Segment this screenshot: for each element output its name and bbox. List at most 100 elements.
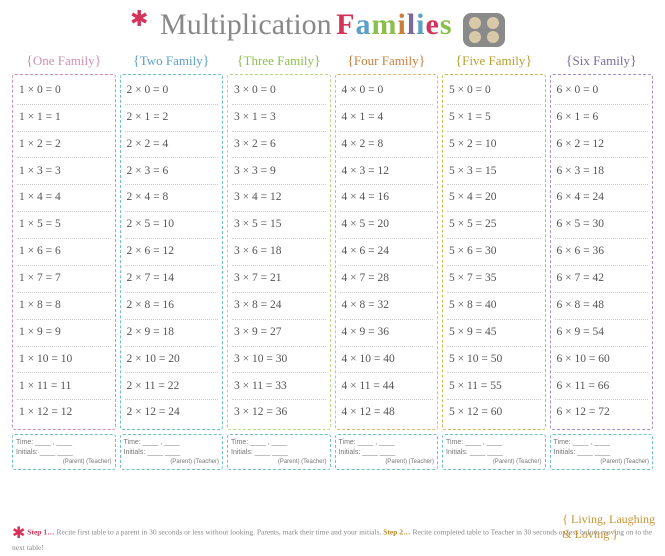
fact-row: 4 × 10 = 40: [340, 347, 434, 374]
fact-row: 1 × 9 = 9: [17, 320, 111, 347]
sub-line: (Parent) (Teacher): [231, 458, 327, 466]
column-header: {Three Family}: [227, 51, 331, 74]
fact-row: 3 × 5 = 15: [232, 212, 326, 239]
fact-row: 6 × 6 = 36: [555, 239, 649, 266]
fact-row: 5 × 6 = 30: [447, 239, 541, 266]
signoff-box: Time: ____ , ____Initials: ____ ____(Par…: [120, 434, 224, 470]
asterisk-icon: ✱: [12, 525, 25, 542]
column-header: {Two Family}: [120, 51, 224, 74]
page-header: ✱ Multiplication Families: [0, 0, 665, 51]
fact-row: 1 × 4 = 4: [17, 185, 111, 212]
columns-container: {One Family}1 × 0 = 01 × 1 = 11 × 2 = 21…: [0, 51, 665, 470]
fact-row: 4 × 2 = 8: [340, 132, 434, 159]
initials-line: Initials: ____ ____: [16, 448, 112, 458]
fact-row: 1 × 6 = 6: [17, 239, 111, 266]
fact-row: 6 × 1 = 6: [555, 105, 649, 132]
fact-row: 6 × 2 = 12: [555, 132, 649, 159]
fact-row: 2 × 2 = 4: [125, 132, 219, 159]
fact-row: 1 × 11 = 11: [17, 373, 111, 400]
initials-line: Initials: ____ ____: [124, 448, 220, 458]
fact-row: 3 × 6 = 18: [232, 239, 326, 266]
fact-row: 4 × 5 = 20: [340, 212, 434, 239]
fact-row: 6 × 12 = 72: [555, 400, 649, 426]
fact-row: 4 × 9 = 36: [340, 320, 434, 347]
column-header: {One Family}: [12, 51, 116, 74]
fact-row: 5 × 3 = 15: [447, 158, 541, 185]
fact-row: 4 × 7 = 28: [340, 266, 434, 293]
fact-row: 5 × 10 = 50: [447, 347, 541, 374]
family-column: {Six Family}6 × 0 = 06 × 1 = 66 × 2 = 12…: [550, 51, 654, 470]
fact-row: 3 × 9 = 27: [232, 320, 326, 347]
family-column: {Five Family}5 × 0 = 05 × 1 = 55 × 2 = 1…: [442, 51, 546, 470]
fact-row: 1 × 0 = 0: [17, 78, 111, 105]
time-line: Time: ____ , ____: [554, 438, 650, 448]
title-cursive: Multiplication: [160, 8, 332, 41]
fact-row: 5 × 8 = 40: [447, 293, 541, 320]
fact-row: 6 × 3 = 18: [555, 158, 649, 185]
fact-row: 3 × 7 = 21: [232, 266, 326, 293]
time-line: Time: ____ , ____: [446, 438, 542, 448]
footer-instructions: ✱ Step 1… Recite first table to a parent…: [12, 523, 653, 552]
title-families: Families: [336, 8, 452, 41]
signoff-box: Time: ____ , ____Initials: ____ ____(Par…: [550, 434, 654, 470]
column-header: {Six Family}: [550, 51, 654, 74]
facts-box: 4 × 0 = 04 × 1 = 44 × 2 = 84 × 3 = 124 ×…: [335, 74, 439, 430]
fact-row: 3 × 2 = 6: [232, 132, 326, 159]
fact-row: 1 × 5 = 5: [17, 212, 111, 239]
step1-label: Step 1…: [27, 528, 54, 537]
time-line: Time: ____ , ____: [231, 438, 327, 448]
fact-row: 4 × 0 = 0: [340, 78, 434, 105]
column-header: {Four Family}: [335, 51, 439, 74]
fact-row: 5 × 7 = 35: [447, 266, 541, 293]
fact-row: 3 × 11 = 33: [232, 373, 326, 400]
fact-row: 5 × 1 = 5: [447, 105, 541, 132]
sub-line: (Parent) (Teacher): [16, 458, 112, 466]
fact-row: 2 × 9 = 18: [125, 320, 219, 347]
fact-row: 4 × 6 = 24: [340, 239, 434, 266]
family-column: {Four Family}4 × 0 = 04 × 1 = 44 × 2 = 8…: [335, 51, 439, 470]
time-line: Time: ____ , ____: [16, 438, 112, 448]
fact-row: 3 × 12 = 36: [232, 400, 326, 426]
fact-row: 6 × 11 = 66: [555, 373, 649, 400]
site-logo: { Living, Laughing & Loving }: [562, 512, 655, 542]
fact-row: 4 × 8 = 32: [340, 293, 434, 320]
facts-box: 1 × 0 = 01 × 1 = 11 × 2 = 21 × 3 = 31 × …: [12, 74, 116, 430]
initials-line: Initials: ____ ____: [446, 448, 542, 458]
facts-box: 2 × 0 = 02 × 1 = 22 × 2 = 42 × 3 = 62 × …: [120, 74, 224, 430]
facts-box: 3 × 0 = 03 × 1 = 33 × 2 = 63 × 3 = 93 × …: [227, 74, 331, 430]
fact-row: 2 × 7 = 14: [125, 266, 219, 293]
fact-row: 2 × 1 = 2: [125, 105, 219, 132]
muffin-tin-icon: [463, 13, 505, 47]
fact-row: 1 × 10 = 10: [17, 347, 111, 374]
step2-label: Step 2…: [383, 528, 410, 537]
fact-row: 6 × 9 = 54: [555, 320, 649, 347]
fact-row: 2 × 5 = 10: [125, 212, 219, 239]
sub-line: (Parent) (Teacher): [446, 458, 542, 466]
fact-row: 1 × 12 = 12: [17, 400, 111, 426]
fact-row: 2 × 0 = 0: [125, 78, 219, 105]
fact-row: 4 × 12 = 48: [340, 400, 434, 426]
fact-row: 1 × 2 = 2: [17, 132, 111, 159]
fact-row: 5 × 5 = 25: [447, 212, 541, 239]
fact-row: 5 × 4 = 20: [447, 185, 541, 212]
initials-line: Initials: ____ ____: [554, 448, 650, 458]
fact-row: 3 × 0 = 0: [232, 78, 326, 105]
fact-row: 5 × 0 = 0: [447, 78, 541, 105]
fact-row: 3 × 1 = 3: [232, 105, 326, 132]
fact-row: 5 × 2 = 10: [447, 132, 541, 159]
signoff-box: Time: ____ , ____Initials: ____ ____(Par…: [442, 434, 546, 470]
fact-row: 5 × 12 = 60: [447, 400, 541, 426]
sub-line: (Parent) (Teacher): [124, 458, 220, 466]
fact-row: 2 × 4 = 8: [125, 185, 219, 212]
signoff-box: Time: ____ , ____Initials: ____ ____(Par…: [227, 434, 331, 470]
sub-line: (Parent) (Teacher): [339, 458, 435, 466]
signoff-box: Time: ____ , ____Initials: ____ ____(Par…: [12, 434, 116, 470]
fact-row: 2 × 12 = 24: [125, 400, 219, 426]
fact-row: 2 × 3 = 6: [125, 158, 219, 185]
fact-row: 6 × 10 = 60: [555, 347, 649, 374]
fact-row: 4 × 11 = 44: [340, 373, 434, 400]
fact-row: 4 × 1 = 4: [340, 105, 434, 132]
fact-row: 6 × 7 = 42: [555, 266, 649, 293]
fact-row: 3 × 4 = 12: [232, 185, 326, 212]
fact-row: 6 × 4 = 24: [555, 185, 649, 212]
